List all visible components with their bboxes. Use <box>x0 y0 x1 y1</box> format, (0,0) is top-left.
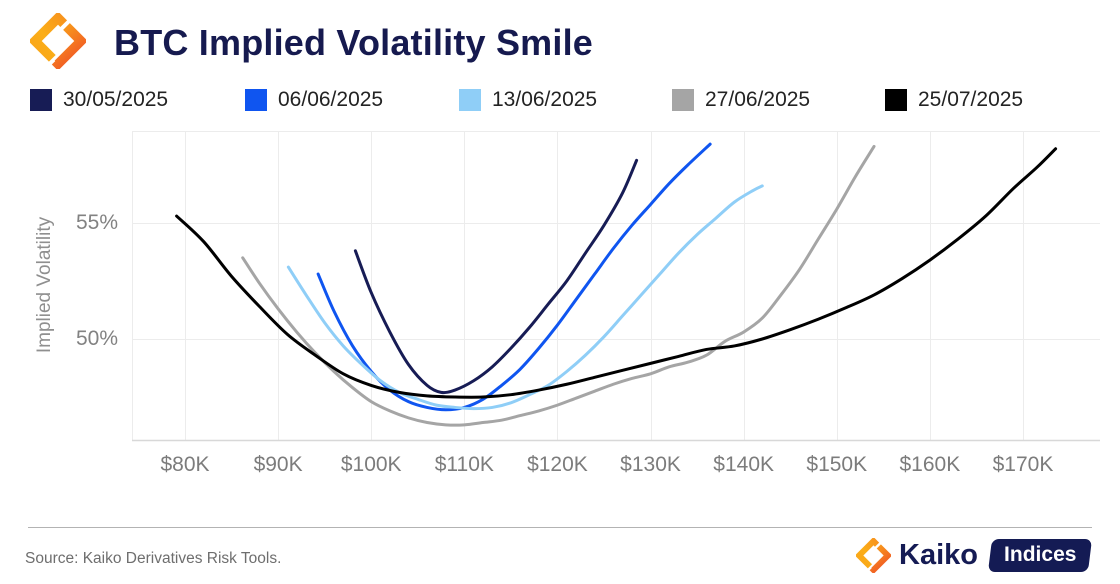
legend-item-27-06-2025: 27/06/2025 <box>672 88 810 112</box>
x-tick-label: $160K <box>899 453 961 476</box>
volatility-smile-plot <box>0 122 1120 462</box>
legend-swatch-icon <box>672 89 694 111</box>
footer-divider <box>28 527 1092 528</box>
legend-item-06-06-2025: 06/06/2025 <box>245 88 383 112</box>
x-tick-label: $120K <box>527 453 588 476</box>
x-tick-label: $80K <box>160 453 210 476</box>
x-tick-label: $110K <box>434 453 494 476</box>
page-title: BTC Implied Volatility Smile <box>114 22 594 63</box>
x-tick-label: $170K <box>992 453 1054 476</box>
legend-item-30-05-2025: 30/05/2025 <box>30 88 168 112</box>
x-tick-label: $150K <box>806 453 868 476</box>
legend-label: 27/06/2025 <box>705 88 811 111</box>
y-axis-title: Implied Volatility <box>34 216 55 354</box>
legend-swatch-icon <box>245 89 267 111</box>
x-tick-label: $90K <box>253 453 303 476</box>
legend-item-25-07-2025: 25/07/2025 <box>885 88 1023 112</box>
legend-swatch-icon <box>885 89 907 111</box>
chart-legend: 30/05/2025 06/06/2025 13/06/2025 27/06/2025… <box>0 88 1120 114</box>
y-tick-label: 50% <box>75 327 118 350</box>
legend-swatch-icon <box>459 89 481 111</box>
brand-lockup: Kaiko Indices <box>856 536 1093 574</box>
kaiko-logo-icon <box>30 13 86 69</box>
brand-badge: Indices <box>987 538 1093 572</box>
legend-swatch-icon <box>30 89 52 111</box>
y-tick-label: 55% <box>75 211 118 234</box>
legend-label: 25/07/2025 <box>918 88 1024 111</box>
brand-name: Kaiko <box>899 538 978 571</box>
source-note: Source: Kaiko Derivatives Risk Tools. <box>25 550 282 567</box>
legend-label: 30/05/2025 <box>63 88 169 111</box>
x-tick-label: $140K <box>713 453 775 476</box>
legend-item-13-06-2025: 13/06/2025 <box>459 88 597 112</box>
kaiko-logo-icon <box>856 537 891 573</box>
legend-label: 06/06/2025 <box>278 88 384 111</box>
legend-label: 13/06/2025 <box>492 88 598 111</box>
x-tick-label: $100K <box>340 453 402 476</box>
x-tick-label: $130K <box>620 453 681 476</box>
